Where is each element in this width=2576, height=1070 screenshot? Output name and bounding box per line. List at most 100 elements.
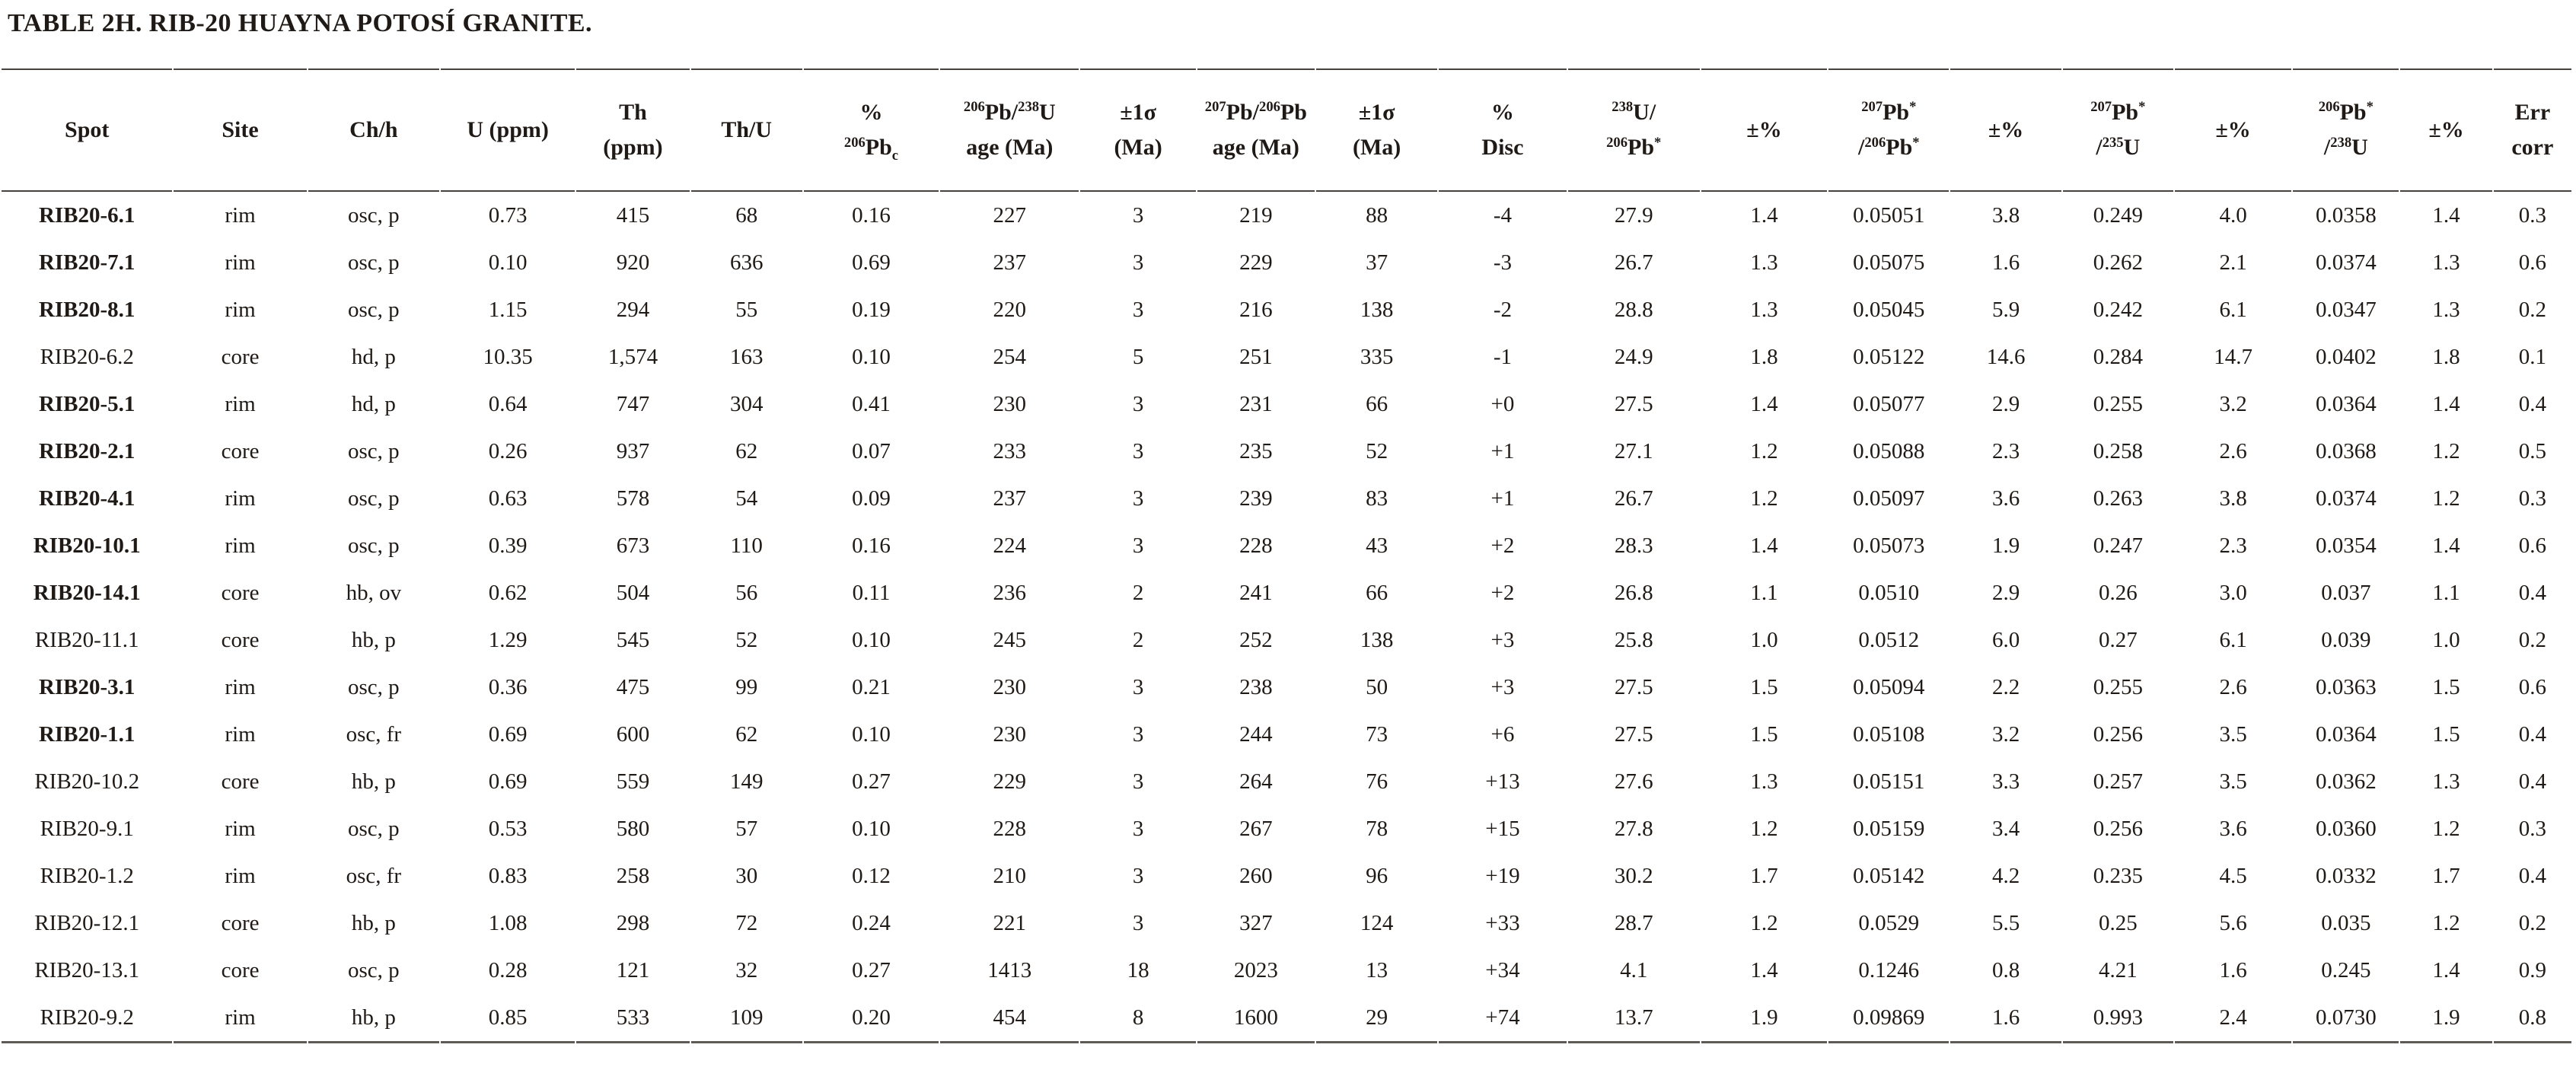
data-cell: 3.4	[1991, 816, 2020, 841]
data-cell: 26.7	[1614, 250, 1653, 275]
data-cell: 28.7	[1614, 910, 1653, 935]
data-cell: 1.9	[2400, 994, 2492, 1043]
data-cell: 3.8	[1991, 202, 2020, 228]
data-cell: 0.19	[852, 297, 891, 322]
data-cell: 1.3	[2432, 297, 2460, 322]
data-cell: 920	[616, 250, 650, 275]
column-header-site: Site	[174, 68, 307, 192]
data-cell: -4	[1493, 202, 1512, 228]
data-cell: 1.2	[2432, 486, 2460, 511]
data-cell: osc, p	[348, 816, 400, 841]
data-cell: 3	[1132, 297, 1144, 322]
data-cell: 600	[616, 721, 650, 747]
data-cell: 230	[993, 721, 1027, 747]
data-cell: 0.0512	[1858, 627, 1920, 652]
data-cell: 0.05142	[1853, 863, 1925, 888]
data-cell: 1.2	[1750, 438, 1778, 463]
data-cell: hb, p	[351, 627, 396, 652]
data-cell: 2.1	[2219, 250, 2247, 275]
data-cell: 62	[735, 721, 758, 747]
data-cell: 1.4	[1750, 533, 1778, 558]
data-cell: 1.8	[1750, 344, 1778, 369]
data-cell: 2.9	[1991, 391, 2020, 416]
data-cell: 110	[730, 533, 763, 558]
data-cell: 1.3	[1750, 769, 1778, 794]
data-cell: +2	[1490, 580, 1515, 605]
data-cell: 3	[1132, 533, 1144, 558]
data-cell: 1.4	[2432, 202, 2460, 228]
data-cell: 4.2	[1991, 863, 2020, 888]
data-cell: 0.0347	[2315, 297, 2377, 322]
data-cell: 13	[1366, 957, 1388, 982]
data-cell: 0.2	[2518, 910, 2546, 935]
data-cell: core	[221, 910, 260, 935]
data-cell: 636	[729, 250, 764, 275]
data-cell: 6.1	[2219, 627, 2247, 652]
data-cell: 0.0360	[2315, 816, 2377, 841]
data-cell: 121	[616, 957, 650, 982]
table-row: RIB20-1.2 rim osc, fr 0.83 258 30 0.12 210 3 260 9…	[2, 852, 2571, 900]
data-cell: 26.8	[1614, 580, 1653, 605]
data-cell: 72	[735, 910, 758, 935]
table-row: RIB20-1.1 rim osc, fr 0.69 600 62 0.10 230 3 244 7…	[2, 711, 2571, 758]
data-cell: 216	[1239, 297, 1273, 322]
data-cell: 1413	[987, 957, 1032, 982]
data-cell: 454	[940, 994, 1079, 1043]
column-header-err-corr: Err corr	[2493, 68, 2571, 192]
data-cell: rim	[174, 994, 307, 1043]
data-cell: 1.6	[1991, 250, 2020, 275]
data-cell: 673	[616, 533, 650, 558]
data-cell: 66	[1366, 580, 1388, 605]
data-cell: 747	[616, 391, 650, 416]
data-cell: 1.15	[488, 297, 528, 322]
spot-cell: RIB20-1.2	[40, 863, 134, 888]
data-cell: 0.0730	[2293, 994, 2399, 1043]
data-cell: 6.1	[2219, 297, 2247, 322]
data-cell: 3.5	[2219, 721, 2247, 747]
data-cell: 0.263	[2093, 486, 2143, 511]
data-cell: +33	[1485, 910, 1520, 935]
data-cell: 3.2	[1991, 721, 2020, 747]
data-cell: 1.5	[2432, 674, 2460, 699]
data-cell: 0.284	[2093, 344, 2143, 369]
data-cell: 1.5	[1750, 721, 1778, 747]
data-cell: 88	[1366, 202, 1388, 228]
data-cell: 0.3	[2518, 486, 2546, 511]
data-cell: 52	[1366, 438, 1388, 463]
data-cell: 0.0354	[2315, 533, 2377, 558]
column-header-pct-disc: % Disc	[1439, 68, 1567, 192]
data-cell: 13.7	[1567, 994, 1700, 1043]
spot-cell: RIB20-2.1	[38, 438, 135, 463]
column-header-pb206-u238: 206Pb*/238U	[2293, 68, 2399, 192]
data-cell: 0.10	[852, 721, 891, 747]
column-header-th-ppm: Th (ppm)	[576, 68, 690, 192]
document-page: TABLE 2H. RIB-20 HUAYNA POTOSÍ GRANITE. …	[0, 9, 2576, 1070]
data-cell: 415	[616, 202, 650, 228]
table-title: TABLE 2H. RIB-20 HUAYNA POTOSÍ GRANITE.	[8, 9, 592, 37]
spot-cell: RIB20-5.1	[38, 391, 135, 416]
data-cell: 43	[1366, 533, 1388, 558]
data-cell: osc, p	[348, 486, 400, 511]
data-cell: 0.235	[2093, 863, 2143, 888]
data-cell: 228	[993, 816, 1027, 841]
data-cell: 1.5	[2432, 721, 2460, 747]
data-cell: 1.9	[1991, 533, 2020, 558]
data-cell: 0.07	[852, 438, 891, 463]
data-cell: 0.9	[2518, 957, 2546, 982]
data-cell: 1.4	[1750, 202, 1778, 228]
data-cell: 27.8	[1614, 816, 1653, 841]
data-cell: +74	[1439, 994, 1567, 1043]
data-cell: 0.10	[852, 344, 891, 369]
data-cell: -3	[1493, 250, 1512, 275]
data-cell: 241	[1239, 580, 1273, 605]
data-cell: 3	[1132, 202, 1144, 228]
data-cell: osc, fr	[346, 863, 402, 888]
data-cell: 0.36	[488, 674, 528, 699]
data-cell: rim	[225, 816, 256, 841]
data-cell: 99	[735, 674, 758, 699]
data-cell: 0.4	[2518, 769, 2546, 794]
data-cell: -1	[1493, 344, 1512, 369]
column-header-ch-h: Ch/h	[308, 68, 439, 192]
data-cell: 0.39	[488, 533, 528, 558]
data-cell: 224	[993, 533, 1027, 558]
